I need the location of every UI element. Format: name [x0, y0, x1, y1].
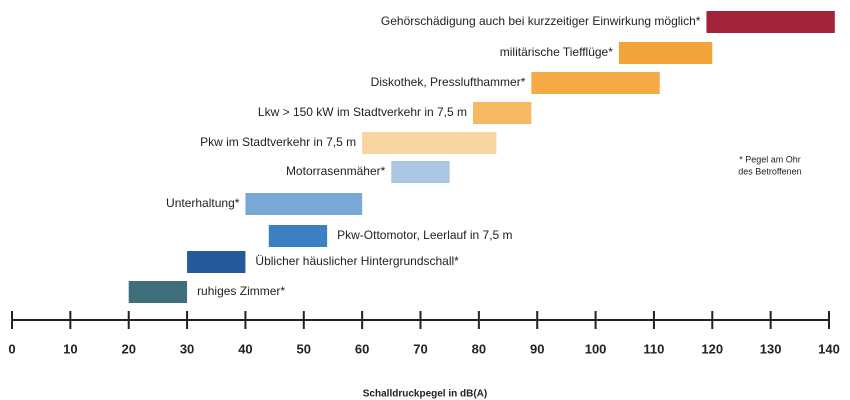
- x-tick-label: 60: [355, 341, 369, 356]
- bar: [391, 161, 450, 183]
- x-tick-label: 80: [472, 341, 486, 356]
- bar-label: Pkw-Ottomotor, Leerlauf in 7,5 m: [337, 228, 512, 242]
- x-tick-label: 140: [818, 341, 840, 356]
- x-tick-label: 40: [238, 341, 252, 356]
- x-tick-label: 50: [297, 341, 311, 356]
- bar-label: Pkw im Stadtverkehr in 7,5 m: [200, 135, 356, 149]
- bar: [245, 193, 363, 215]
- x-tick-label: 90: [530, 341, 544, 356]
- bar-label: Diskothek, Presslufthammer*: [371, 75, 526, 89]
- x-tick-label: 120: [701, 341, 723, 356]
- bar: [473, 102, 532, 124]
- x-tick-label: 130: [760, 341, 782, 356]
- x-axis-title: Schalldruckpegel in dB(A): [363, 389, 487, 400]
- bar: [706, 11, 835, 33]
- bar-label: Üblicher häuslicher Hintergrundschall*: [255, 254, 459, 268]
- x-tick-label: 100: [585, 341, 607, 356]
- x-tick-label: 110: [643, 341, 664, 356]
- bar: [187, 251, 246, 273]
- annotation: * Pegel am Ohr: [739, 154, 801, 164]
- bar: [618, 42, 713, 64]
- bar-label: ruhiges Zimmer*: [197, 284, 285, 298]
- x-tick-label: 20: [121, 341, 135, 356]
- x-tick-label: 0: [8, 341, 15, 356]
- bar: [362, 132, 497, 154]
- bar-label: Gehörschädigung auch bei kurzzeitiger Ei…: [381, 14, 701, 28]
- x-tick-label: 70: [413, 341, 427, 356]
- bar: [268, 225, 328, 247]
- bar-label: militärische Tiefflüge*: [500, 45, 613, 59]
- bar: [128, 281, 188, 303]
- annotation: des Betroffenen: [738, 166, 801, 176]
- bar-label: Unterhaltung*: [166, 196, 240, 210]
- bar: [531, 72, 660, 94]
- x-tick-label: 10: [63, 341, 77, 356]
- bar-label: Lkw > 150 kW im Stadtverkehr in 7,5 m: [258, 105, 467, 119]
- x-tick-label: 30: [180, 341, 194, 356]
- bar-label: Motorrasenmäher*: [286, 164, 386, 178]
